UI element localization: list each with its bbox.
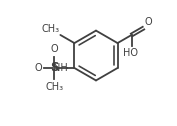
Text: CH₃: CH₃ bbox=[42, 24, 60, 34]
Text: CH₃: CH₃ bbox=[45, 82, 64, 92]
Text: NH: NH bbox=[53, 63, 68, 73]
Text: O: O bbox=[144, 18, 152, 27]
Text: O: O bbox=[34, 63, 42, 73]
Text: S: S bbox=[50, 61, 59, 74]
Text: HO: HO bbox=[124, 48, 138, 58]
Text: O: O bbox=[51, 44, 58, 54]
